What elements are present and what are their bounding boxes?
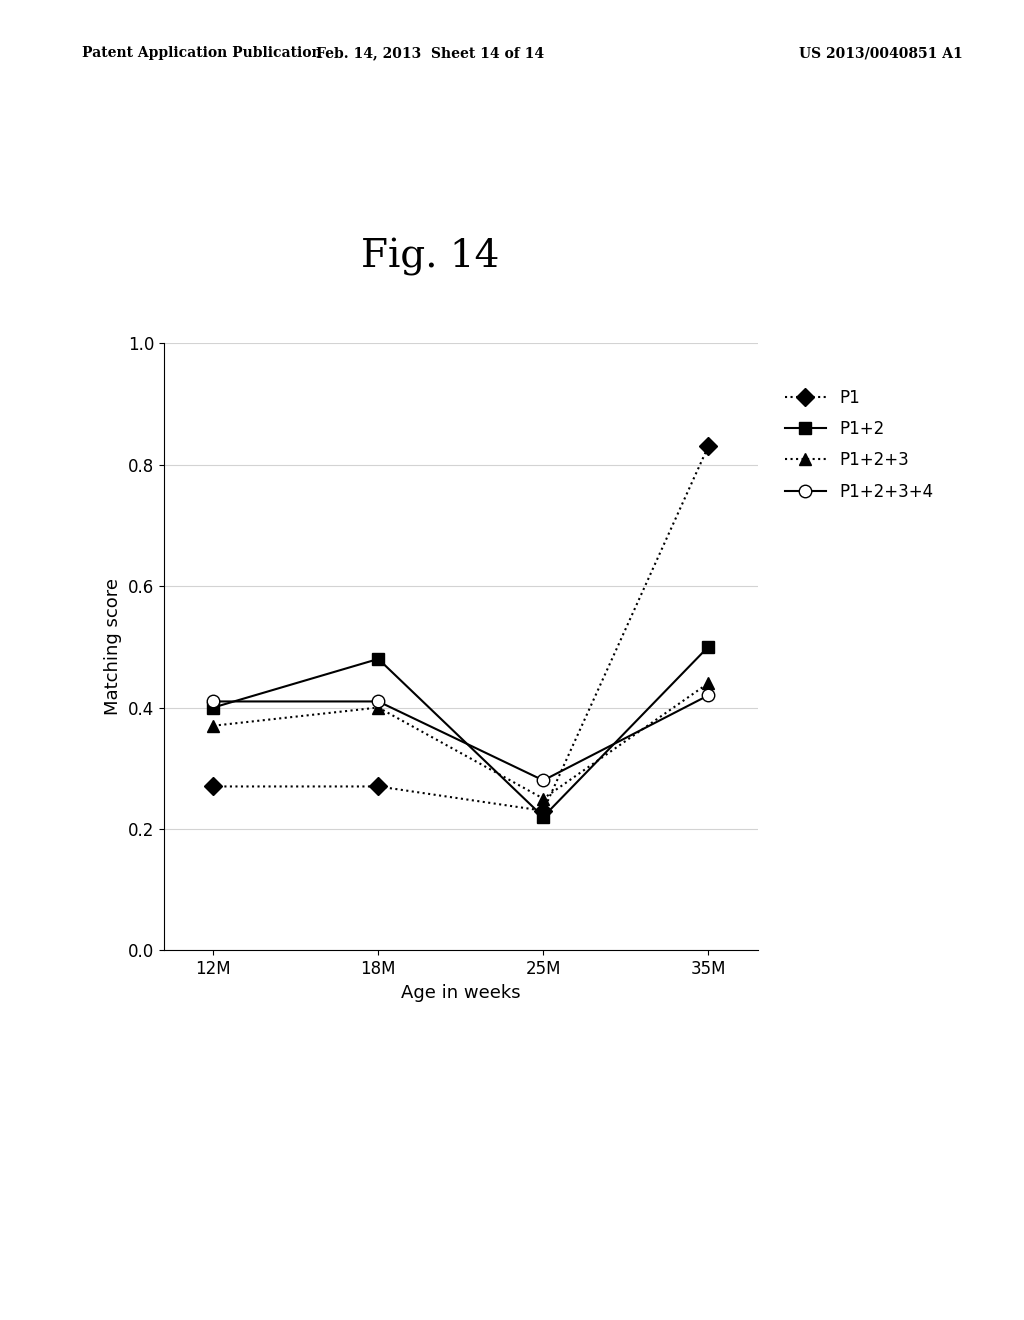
- P1+2+3+4: [702, 688, 715, 704]
- X-axis label: Age in weeks: Age in weeks: [401, 983, 520, 1002]
- Line: P1: P1: [207, 440, 715, 817]
- Line: P1+2+3+4: P1+2+3+4: [207, 689, 715, 787]
- Text: Fig. 14: Fig. 14: [360, 238, 500, 276]
- P1+2+3: [372, 700, 384, 715]
- Text: US 2013/0040851 A1: US 2013/0040851 A1: [799, 46, 963, 61]
- Text: Feb. 14, 2013  Sheet 14 of 14: Feb. 14, 2013 Sheet 14 of 14: [316, 46, 544, 61]
- P1+2+3: [207, 718, 219, 734]
- P1: [702, 438, 715, 454]
- P1+2: [538, 809, 550, 825]
- P1+2+3+4: [538, 772, 550, 788]
- P1+2: [702, 639, 715, 655]
- Legend: P1, P1+2, P1+2+3, P1+2+3+4: P1, P1+2, P1+2+3, P1+2+3+4: [778, 381, 940, 507]
- P1+2: [207, 700, 219, 715]
- Y-axis label: Matching score: Matching score: [104, 578, 122, 715]
- Line: P1+2+3: P1+2+3: [207, 677, 715, 805]
- P1: [372, 779, 384, 795]
- P1+2+3+4: [207, 693, 219, 709]
- P1+2+3: [702, 676, 715, 692]
- P1+2+3+4: [372, 693, 384, 709]
- Line: P1+2: P1+2: [207, 640, 715, 824]
- Text: Patent Application Publication: Patent Application Publication: [82, 46, 322, 61]
- P1+2: [372, 651, 384, 667]
- P1: [207, 779, 219, 795]
- P1+2+3: [538, 791, 550, 807]
- P1: [538, 803, 550, 818]
